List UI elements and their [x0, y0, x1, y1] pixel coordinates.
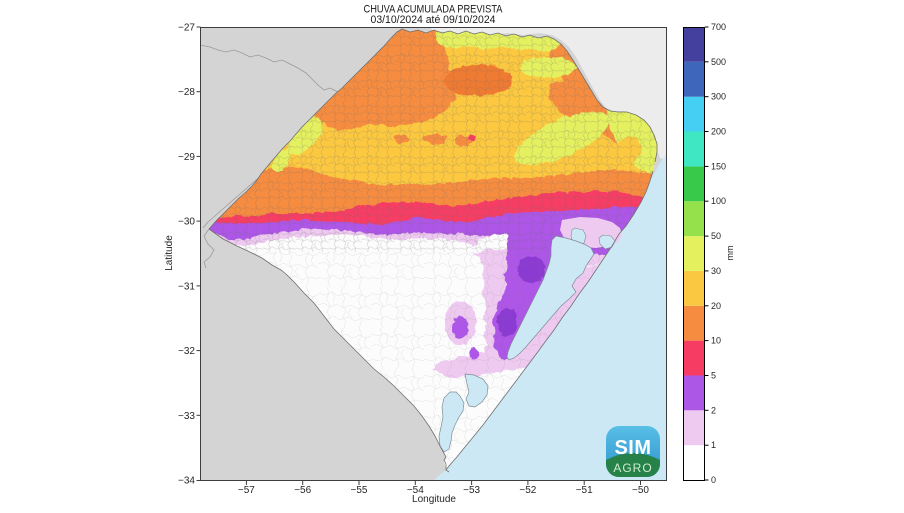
svg-text:AGRO: AGRO: [613, 461, 652, 475]
svg-text:−54: −54: [407, 485, 424, 496]
svg-text:200: 200: [711, 127, 726, 137]
svg-text:1: 1: [711, 440, 716, 450]
svg-text:0: 0: [711, 475, 716, 485]
svg-text:CHUVA ACUMULADA PREVISTA: CHUVA ACUMULADA PREVISTA: [364, 4, 504, 16]
svg-text:10: 10: [711, 336, 721, 346]
svg-text:700: 700: [711, 22, 726, 32]
svg-text:5: 5: [711, 371, 716, 381]
svg-text:mm: mm: [725, 246, 735, 261]
svg-text:−55: −55: [351, 485, 368, 496]
svg-text:−27: −27: [178, 23, 195, 34]
svg-text:Longitude: Longitude: [412, 494, 456, 505]
svg-text:−31: −31: [178, 281, 195, 292]
svg-text:500: 500: [711, 57, 726, 67]
svg-text:Latitude: Latitude: [164, 235, 175, 271]
svg-text:−56: −56: [294, 485, 311, 496]
svg-text:−34: −34: [178, 476, 195, 487]
svg-text:50: 50: [711, 231, 721, 241]
svg-text:−53: −53: [463, 485, 480, 496]
svg-text:30: 30: [711, 266, 721, 276]
svg-text:−50: −50: [632, 485, 649, 496]
svg-text:100: 100: [711, 196, 726, 206]
svg-text:SIM: SIM: [614, 437, 651, 459]
svg-text:−51: −51: [576, 485, 593, 496]
svg-text:−30: −30: [178, 217, 195, 228]
svg-text:−32: −32: [178, 346, 195, 357]
svg-text:−33: −33: [178, 411, 195, 422]
svg-text:2: 2: [711, 405, 716, 415]
svg-text:−29: −29: [178, 152, 195, 163]
svg-text:−28: −28: [178, 87, 195, 98]
svg-text:−57: −57: [238, 485, 255, 496]
svg-text:300: 300: [711, 92, 726, 102]
svg-text:150: 150: [711, 161, 726, 171]
svg-text:20: 20: [711, 301, 721, 311]
svg-text:03/10/2024 até 09/10/2024: 03/10/2024 até 09/10/2024: [371, 14, 496, 26]
svg-text:−52: −52: [519, 485, 536, 496]
